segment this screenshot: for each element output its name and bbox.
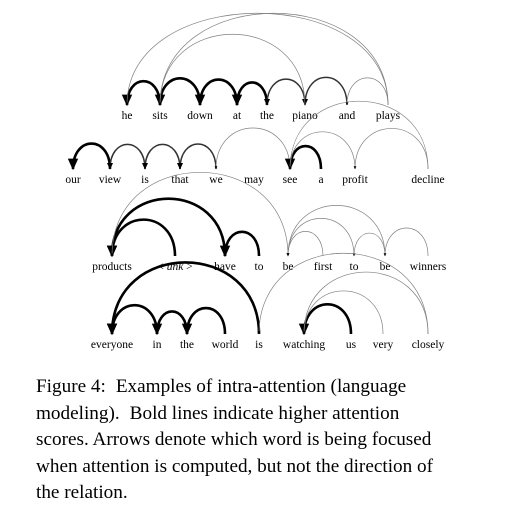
word-token: he (122, 110, 133, 122)
attention-arc (158, 12, 389, 106)
attention-arc (264, 78, 306, 106)
attention-arc (181, 307, 227, 336)
attention-arc (345, 77, 389, 106)
word-token: everyone (91, 339, 133, 351)
attention-arc (106, 197, 227, 258)
word-token: piano (292, 110, 318, 122)
figure-caption: Figure 4: Examples of intra-attention (la… (36, 374, 494, 507)
word-token: is (255, 339, 263, 351)
word-token: the (260, 110, 274, 122)
word-token: world (212, 339, 239, 351)
attention-arc (158, 34, 306, 106)
caption-text: the relation. (36, 482, 128, 503)
word-token: sits (152, 110, 168, 122)
attention-arc (67, 142, 112, 171)
sentence-4: everyone in the world is watching us very closel… (91, 252, 445, 351)
word-token: may (244, 174, 264, 186)
attention-arc (286, 231, 324, 257)
word-token: first (314, 261, 333, 273)
word-token: is (141, 174, 149, 186)
attention-arc (106, 218, 177, 258)
sentence-2: our view is that we may see a profit decline (65, 100, 445, 186)
attention-arc (154, 77, 202, 107)
word-token: winners (410, 261, 447, 273)
word-token: to (255, 261, 264, 273)
word-token: to (350, 261, 359, 273)
caption-line: scores. Arrows denote which word is bein… (36, 427, 494, 454)
word-token: us (346, 339, 357, 351)
attention-arc (107, 143, 146, 170)
word-token: closely (412, 339, 445, 351)
attention-arc (194, 78, 239, 107)
word-token: and (339, 110, 356, 122)
caption-text: scores. Arrows denote which word is bein… (36, 429, 432, 450)
attention-diagram: he sits down at the piano and plays our view is tha… (65, 12, 447, 351)
word-token: in (153, 339, 162, 351)
word-token: be (380, 261, 391, 273)
attention-arc (298, 303, 353, 336)
attention-arc (142, 143, 181, 170)
caption-line: when attention is computed, but not the … (36, 454, 494, 481)
word-token: that (171, 174, 189, 186)
word-token: be (283, 261, 294, 273)
attention-arc (302, 271, 429, 335)
attention-arc (231, 81, 269, 107)
caption-text: modeling). (36, 402, 120, 424)
attention-arc (288, 131, 356, 170)
word-token: our (65, 174, 81, 186)
attention-arcs-canvas: he sits down at the piano and plays our view is tha… (65, 12, 447, 351)
word-token: the (180, 339, 194, 351)
attention-arc (125, 13, 389, 106)
caption-text: Examples of intra-attention (language (115, 376, 407, 397)
attention-arc (177, 143, 217, 170)
word-token: watching (283, 339, 325, 351)
attention-arc (151, 310, 189, 336)
attention-arc (106, 261, 261, 336)
attention-arc (286, 205, 386, 257)
word-token: see (283, 174, 298, 186)
caption-line: Figure 4: Examples of intra-attention (la… (36, 374, 494, 401)
caption-line: the relation. (36, 480, 494, 507)
sentence-3: products < unk > have to be first to be winners (92, 171, 447, 273)
attention-arc (106, 303, 159, 336)
word-token: at (233, 110, 242, 122)
word-token: a (318, 174, 323, 186)
sentence-1: he sits down at the piano and plays (121, 12, 401, 122)
caption-text: when attention is computed, but not the … (36, 455, 433, 477)
word-token: very (373, 339, 394, 351)
attention-arc (214, 127, 291, 170)
attention-arc (302, 76, 348, 106)
caption-line: modeling). Bold lines indicate higher att… (36, 401, 494, 428)
word-token: we (209, 174, 222, 186)
word-token: decline (411, 174, 444, 186)
figure-label: Figure 4: (36, 376, 106, 397)
attention-arc (121, 79, 162, 107)
attention-arc (219, 230, 261, 258)
attention-arc (302, 290, 384, 335)
attention-arc (286, 218, 355, 257)
word-token: products (92, 261, 132, 273)
attention-arc (352, 232, 386, 257)
attention-arc (284, 144, 323, 171)
caption-text: Bold lines indicate higher attention (129, 402, 400, 424)
word-token: profit (342, 174, 368, 186)
word-token: down (187, 110, 213, 122)
word-token: plays (376, 110, 401, 122)
attention-arc (383, 227, 429, 257)
attention-arc (353, 128, 429, 170)
word-token: view (99, 174, 122, 186)
